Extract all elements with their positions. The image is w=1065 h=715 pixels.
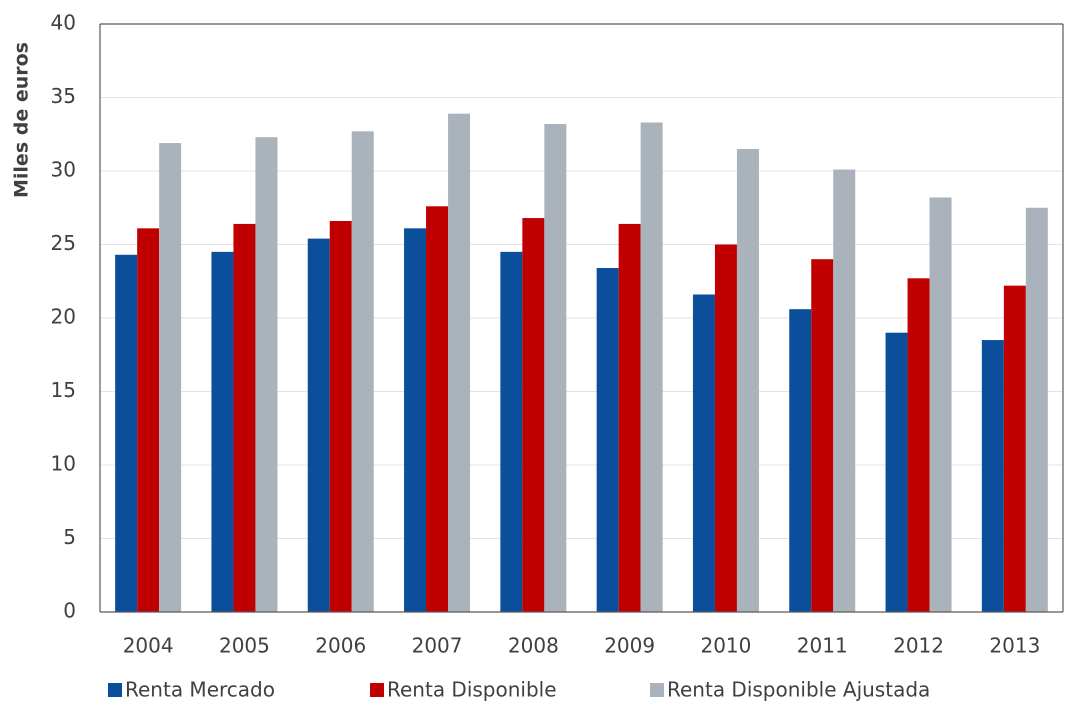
y-tick-label: 40 <box>51 11 76 35</box>
bar <box>233 223 256 613</box>
legend-swatch <box>650 683 664 697</box>
x-tick-label: 2007 <box>412 634 463 658</box>
legend-label: Renta Disponible Ajustada <box>667 678 930 702</box>
y-tick-label: 35 <box>51 84 76 108</box>
bar <box>789 309 812 612</box>
bar <box>500 251 523 612</box>
x-tick-label: 2008 <box>508 634 559 658</box>
bar <box>351 131 374 612</box>
bar <box>522 218 545 613</box>
y-tick-label: 15 <box>51 378 76 402</box>
bar <box>137 228 160 612</box>
y-tick-label: 30 <box>51 158 76 182</box>
bar <box>426 206 449 612</box>
bar <box>833 169 856 612</box>
x-tick-label: 2012 <box>893 634 944 658</box>
x-tick-label: 2004 <box>123 634 174 658</box>
y-tick-label: 25 <box>51 231 76 255</box>
bar <box>211 251 234 612</box>
bar <box>692 294 715 612</box>
bar <box>618 223 641 613</box>
bar <box>885 332 908 612</box>
bar <box>404 228 427 612</box>
y-axis-title: Miles de euros <box>11 42 33 198</box>
bar <box>1003 285 1026 612</box>
bar <box>255 137 278 612</box>
legend-label: Renta Mercado <box>125 678 275 702</box>
bar <box>307 238 330 612</box>
bar <box>929 197 952 612</box>
bar <box>544 123 567 613</box>
bar <box>811 259 834 612</box>
bar <box>736 148 759 612</box>
y-tick-label: 0 <box>63 599 76 623</box>
x-tick-label: 2011 <box>797 634 848 658</box>
y-tick-label: 20 <box>51 305 76 329</box>
bar <box>981 340 1004 612</box>
bar <box>1025 207 1048 612</box>
y-tick-label: 5 <box>63 525 76 549</box>
legend-swatch <box>108 683 122 697</box>
x-tick-label: 2010 <box>700 634 751 658</box>
bar <box>115 254 138 613</box>
legend-swatch <box>370 683 384 697</box>
bar <box>448 113 471 613</box>
bar <box>907 278 930 612</box>
bar <box>329 220 352 613</box>
x-tick-label: 2005 <box>219 634 270 658</box>
bar <box>714 244 737 612</box>
x-tick-label: 2009 <box>604 634 655 658</box>
x-tick-label: 2006 <box>315 634 366 658</box>
x-tick-label: 2013 <box>989 634 1040 658</box>
bar <box>640 122 663 613</box>
legend-label: Renta Disponible <box>387 678 557 702</box>
bar <box>159 143 182 612</box>
bar <box>596 268 619 612</box>
y-tick-label: 10 <box>51 452 76 476</box>
